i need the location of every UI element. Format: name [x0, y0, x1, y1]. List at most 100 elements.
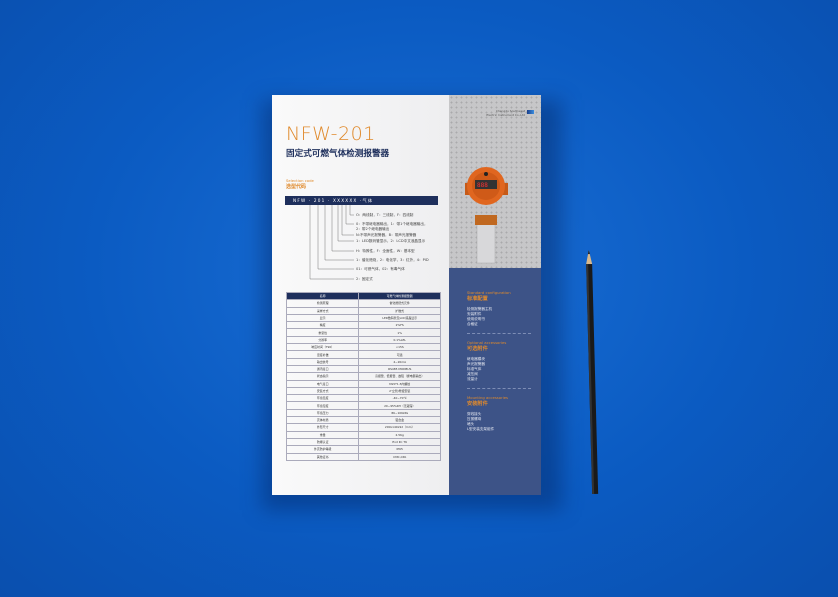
table-cell: 20~95%RH（无凝露） — [358, 401, 441, 410]
section-item: 安装附件 — [467, 312, 482, 316]
section-divider — [467, 333, 531, 334]
section-divider — [467, 388, 531, 389]
brochure-right-column: Chengdu Southwest Electric Instrument Co… — [449, 95, 541, 495]
section-heading-cn: 可选附件 — [467, 346, 488, 352]
code-option: 2：固定式 — [356, 276, 373, 281]
table-cell: RS485 MODBUS — [358, 364, 441, 374]
table-cell: 高报警、低报警、故障（继电器输出） — [358, 372, 441, 381]
table-cell: 环境湿度 — [285, 401, 360, 410]
table-cell: 通讯接口 — [285, 364, 360, 374]
table-row: 采样方式 扩散式 — [285, 306, 441, 315]
company-name-line: Electric Instrument Co.,Ltd — [486, 113, 525, 117]
table-cell: 温度补偿 — [285, 350, 360, 359]
table-row: 电气接口 M20*1.5内螺纹 — [285, 379, 441, 388]
table-cell: 4~20mA — [358, 357, 441, 366]
table-cell: 2″立管/壁挂安装 — [358, 386, 441, 396]
table-cell: 输出信号 — [285, 357, 360, 366]
section-heading-en: Standard configuration — [467, 290, 511, 295]
table-cell: <15S — [358, 343, 441, 352]
connector-line — [309, 205, 354, 280]
table-cell: 1% — [358, 328, 441, 337]
table-row: 重量 2.5Kg — [285, 430, 441, 439]
section-item: 使用说明书 — [467, 317, 485, 321]
table-row: 检测原理 催化燃烧式元件 — [285, 299, 441, 308]
table-row: 状态指示 高报警、低报警、故障（继电器输出） — [285, 372, 441, 381]
company-name-line: Chengdu Southwest — [495, 109, 525, 113]
table-cell: 外形尺寸 — [285, 423, 360, 432]
table-row: 其他证书 CMC,CPA — [285, 452, 441, 461]
brochure: NFW-201 固定式可燃气体检测报警器 Selection code 选型代码… — [272, 95, 541, 495]
table-cell: 采样方式 — [285, 306, 360, 315]
table-cell: 防爆认证 — [285, 437, 360, 447]
connector-line — [331, 205, 354, 252]
table-cell: 200x140x92（mm） — [358, 423, 441, 432]
table-row: 输出信号 4~20mA — [285, 357, 441, 366]
table-cell: 2%FS — [358, 321, 441, 330]
table-cell: 分辨率 — [285, 335, 360, 345]
section-item: L型安装支架组件 — [467, 427, 495, 431]
table-row: 外壳防护等级 IP65 — [285, 445, 441, 454]
table-row: 精度 2%FS — [285, 321, 441, 330]
table-cell: 86~106kPa — [358, 408, 441, 418]
table-cell: LED数码管及LCD液晶显示 — [358, 313, 441, 323]
section-item: 减压阀 — [467, 372, 478, 376]
table-cell: 检测原理 — [285, 299, 360, 308]
model-number: NFW-201 — [286, 123, 376, 145]
table-cell: 催化燃烧式元件 — [358, 299, 441, 308]
company-name: Chengdu Southwest Electric Instrument Co… — [486, 109, 525, 117]
table-cell: IP65 — [358, 445, 441, 454]
connector-line — [317, 205, 354, 270]
brochure-left-column: NFW-201 固定式可燃气体检测报警器 Selection code 选型代码… — [272, 95, 449, 495]
section-heading-en: Optional accessories — [467, 340, 507, 345]
code-connector-lines — [309, 205, 354, 280]
code-option: 1：LED数码管显示，2：LCD中文液晶显示 — [356, 238, 426, 243]
table-row: 重复性 1% — [285, 328, 441, 337]
section-item: 流量计 — [467, 377, 478, 381]
table-cell: 其他证书 — [285, 452, 360, 461]
code-option: 1：催化燃烧，2：电化学，3：红外，4：PID — [356, 257, 429, 262]
section-item: 声光报警器 — [467, 362, 485, 366]
pencil — [586, 250, 599, 495]
selection-code-heading-cn: 选型代码 — [286, 184, 307, 190]
table-cell: 状态指示 — [285, 372, 360, 381]
selection-code-heading-en: Selection code — [286, 178, 314, 183]
svg-text:888: 888 — [477, 182, 488, 189]
table-cell: 可选 — [358, 350, 441, 359]
code-option: O：两线制，T：三线制，F：四线制 — [356, 212, 414, 217]
table-cell: 铝合金 — [358, 416, 441, 425]
table-cell: 环境温度 — [285, 394, 360, 403]
section-heading-en: Mounting accessories — [467, 395, 509, 400]
accessories-panel: Standard configuration 标准配置 检测报警器主机 安装附件 使用说… — [449, 268, 541, 495]
table-row: 通讯接口 RS485 MODBUS — [285, 364, 441, 374]
code-option: H：特殊性，F：全面性，W：基本型 — [356, 248, 415, 253]
table-row: 环境湿度 20~95%RH（无凝露） — [285, 401, 441, 410]
table-row: 显示 LED数码管及LCD液晶显示 — [285, 313, 441, 323]
table-cell: 扩散式 — [358, 306, 441, 315]
section-item: 堵头 — [467, 422, 475, 426]
code-bar: NFW · 201 · XXXXXX ·气体 — [285, 196, 438, 205]
gas-detector-image: 888 — [465, 167, 508, 264]
table-cell: 精度 — [285, 321, 360, 330]
header-cell: 可燃气体检测报警器 — [358, 291, 441, 301]
table-cell: 重量 — [285, 430, 360, 439]
table-cell: 重复性 — [285, 328, 360, 337]
code-option: 2：带2个继电器输出 — [356, 226, 390, 231]
table-row: 安装方式 2″立管/壁挂安装 — [285, 386, 441, 396]
table-row: 环境压力 86~106kPa — [285, 408, 441, 418]
table-row: 分辨率 0.1%LEL — [285, 335, 441, 345]
table-cell: 0.1%LEL — [358, 335, 441, 345]
table-cell: 壳体材质 — [285, 416, 360, 425]
table-cell: 安装方式 — [285, 386, 360, 396]
table-row: 外形尺寸 200x140x92（mm） — [285, 423, 441, 432]
table-cell: -40~70℃ — [358, 394, 441, 403]
connector-line — [341, 205, 354, 236]
table-row: 防爆认证 Exd IIC T6 — [285, 437, 441, 447]
company-logo — [527, 110, 534, 114]
table-row: 壳体材质 铝合金 — [285, 416, 441, 425]
code-option: N:不带声光报警器，B：带声光报警器 — [356, 232, 417, 237]
table-cell: 显示 — [285, 313, 360, 323]
table-row: 温度补偿 可选 — [285, 350, 441, 359]
table-cell: 2.5Kg — [358, 430, 441, 439]
table-row: 环境温度 -40~70℃ — [285, 394, 441, 403]
section-item: 检测报警器主机 — [467, 307, 493, 311]
